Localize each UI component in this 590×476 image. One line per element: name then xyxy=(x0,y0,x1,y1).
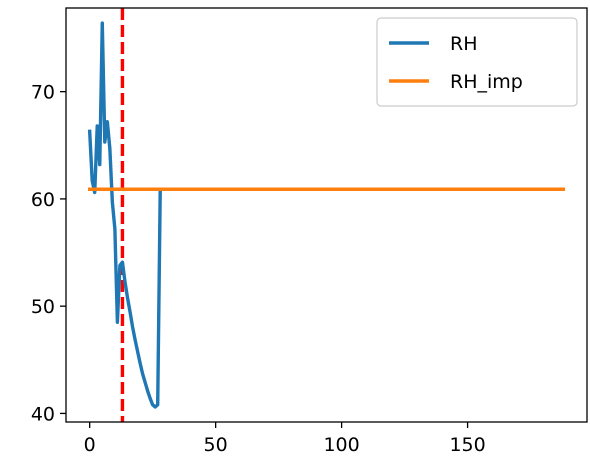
x-axis: 0 50 100 150 xyxy=(84,422,486,456)
y-tick-label: 40 xyxy=(31,403,55,425)
legend: RH RH_imp xyxy=(376,17,578,107)
x-tick-label: 100 xyxy=(323,434,359,456)
legend-box xyxy=(376,17,578,107)
legend-label-rh-imp: RH_imp xyxy=(450,71,523,93)
y-tick-label: 70 xyxy=(31,82,55,104)
x-tick-label: 150 xyxy=(449,434,485,456)
y-axis: 40 50 60 70 xyxy=(31,82,66,425)
y-tick-label: 60 xyxy=(31,189,55,211)
series-line-rh xyxy=(87,21,162,409)
y-tick-label: 50 xyxy=(31,296,55,318)
x-tick-label: 0 xyxy=(84,434,96,456)
legend-label-rh: RH xyxy=(450,33,478,55)
x-tick-label: 50 xyxy=(204,434,228,456)
plot-frame xyxy=(65,7,588,423)
